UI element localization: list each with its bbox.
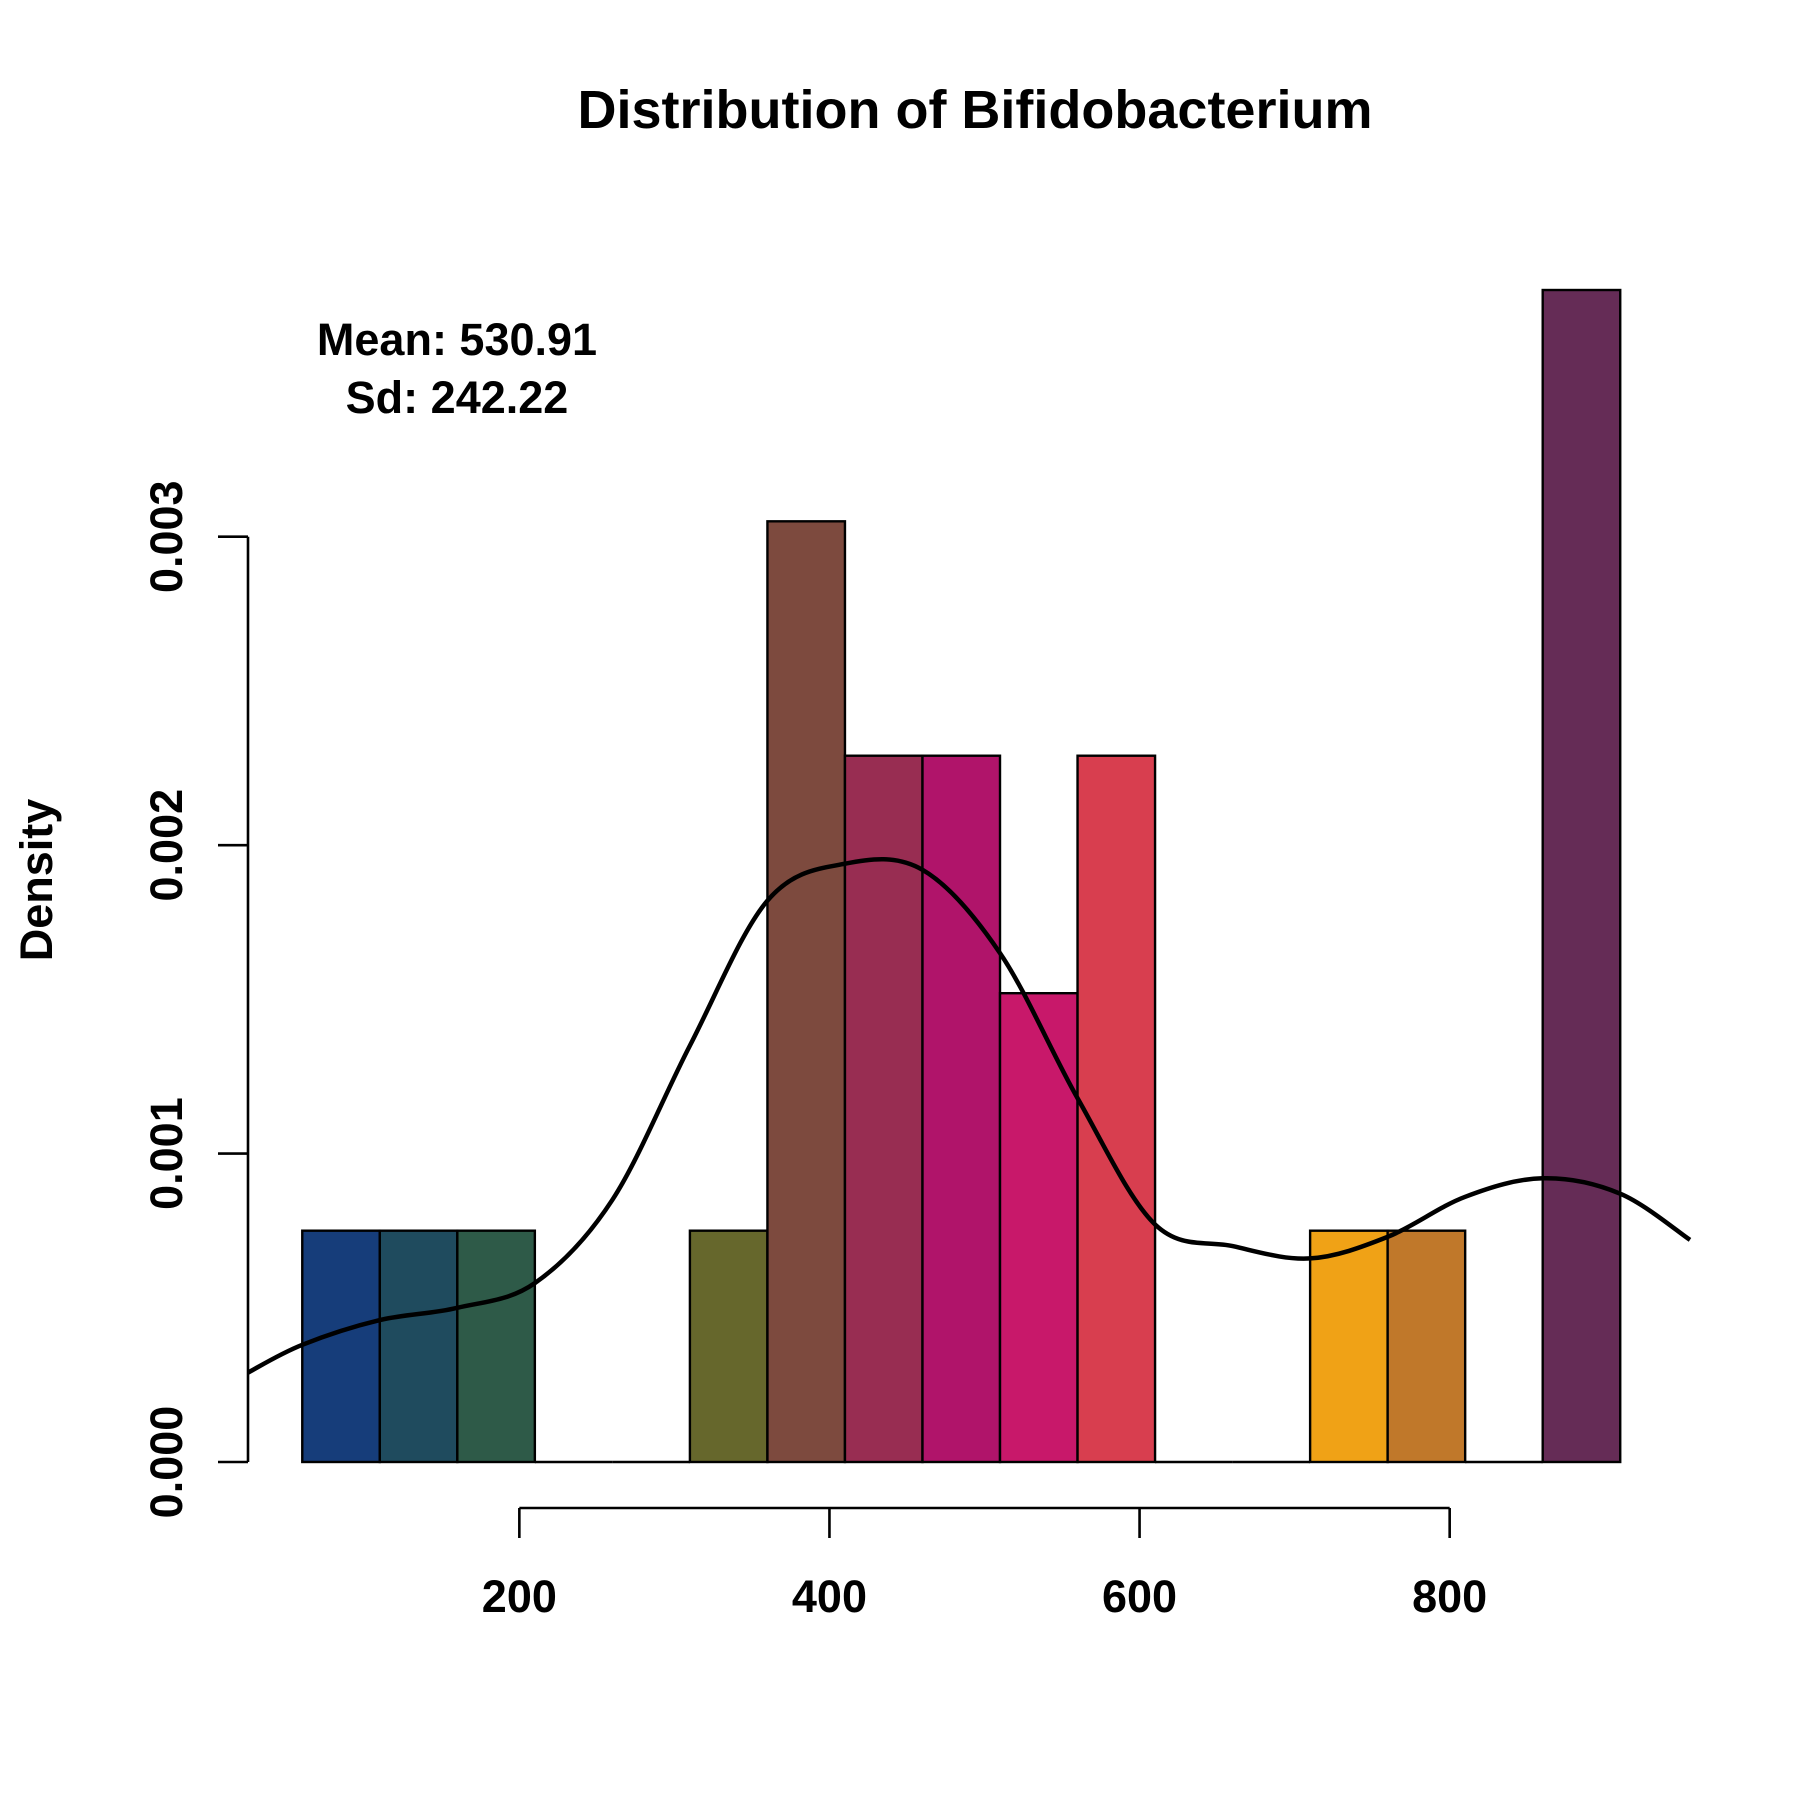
histogram-bar	[688, 1229, 769, 1464]
histogram-bar	[1076, 754, 1157, 1464]
y-tick-label: 0.003	[141, 480, 192, 593]
x-tick-label: 600	[1102, 1571, 1177, 1622]
y-axis-label: Density	[11, 799, 62, 962]
x-tick-label: 800	[1412, 1571, 1487, 1622]
x-tick-label: 200	[482, 1571, 557, 1622]
histogram-bar	[843, 754, 924, 1464]
histogram-bar	[921, 754, 1002, 1464]
chart-title: Distribution of Bifidobacterium	[578, 80, 1373, 140]
histogram-bar	[378, 1229, 459, 1464]
histogram-bar	[766, 520, 847, 1464]
mean-sd-annotation: Mean: 530.91 Sd: 242.22	[317, 314, 597, 423]
x-tick-label: 400	[792, 1571, 867, 1622]
y-tick-label: 0.000	[141, 1406, 192, 1519]
y-tick-label: 0.001	[141, 1097, 192, 1210]
y-tick-label: 0.002	[141, 789, 192, 902]
histogram-bar	[456, 1229, 537, 1464]
sd-annotation: Sd: 242.22	[346, 372, 569, 423]
histogram-bars	[301, 288, 1622, 1464]
y-axis: 0.000 0.001 0.002 0.003	[141, 480, 250, 1519]
density-curve	[246, 856, 1692, 1375]
x-axis: 200 400 600 800	[482, 1506, 1487, 1622]
histogram-bar	[1386, 1229, 1467, 1464]
histogram-bar	[1541, 288, 1622, 1464]
mean-annotation: Mean: 530.91	[317, 314, 597, 365]
histogram-bar	[1308, 1229, 1389, 1464]
histogram-bar	[998, 992, 1079, 1464]
histogram-bar	[301, 1229, 381, 1464]
